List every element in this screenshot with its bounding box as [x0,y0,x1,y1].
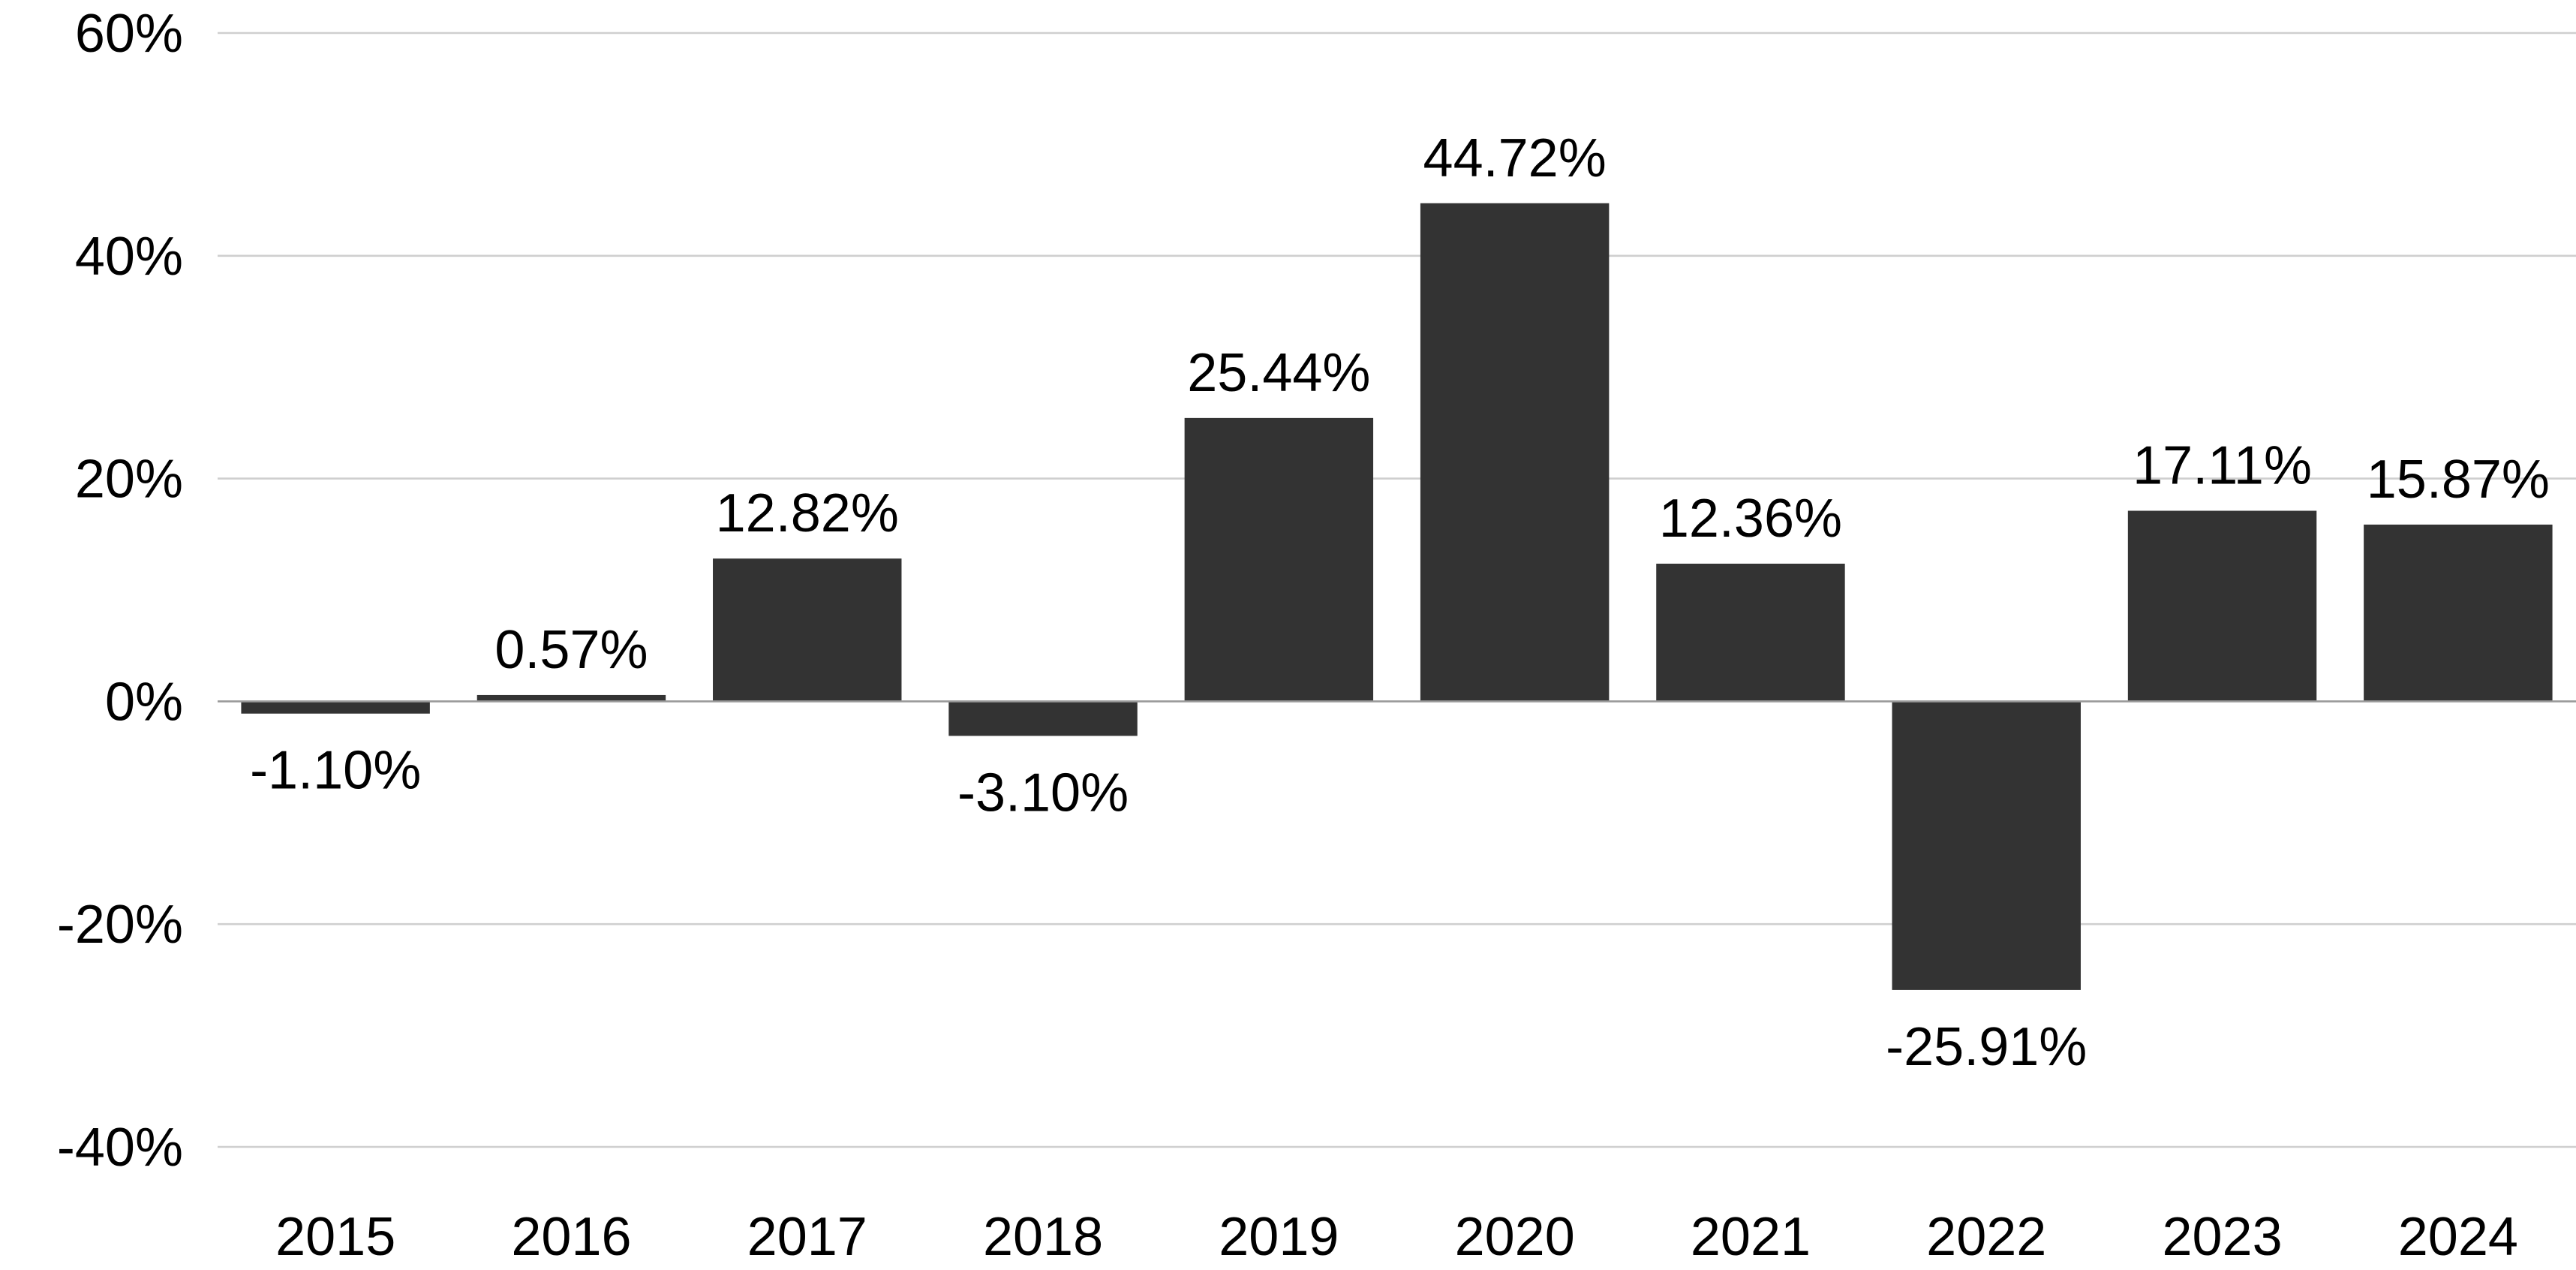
x-axis-tick-labels: 2015 2016 2017 2018 2019 2020 2021 2022 2023 2024 [275,1207,2518,1267]
y-tick-label: 0% [105,672,183,732]
x-tick-label: 2021 [1691,1207,1811,1267]
data-label: -3.10% [957,763,1129,823]
x-tick-label: 2020 [1455,1207,1575,1267]
y-tick-label: -40% [57,1118,183,1178]
x-tick-label: 2019 [1219,1207,1339,1267]
data-label: 25.44% [1187,343,1370,403]
bar [713,558,902,702]
x-tick-label: 2015 [275,1207,395,1267]
bar [1184,417,1374,702]
y-tick-label: 20% [75,450,183,510]
data-label: 12.36% [1659,489,1842,549]
data-label: -1.10% [250,741,421,801]
data-label: 15.87% [2367,450,2550,510]
data-label: 44.72% [1423,128,1607,188]
bar [2127,510,2317,702]
data-label: 0.57% [494,620,648,680]
data-label: 17.11% [2133,435,2312,495]
y-tick-label: -20% [57,895,183,955]
x-tick-label: 2017 [747,1207,867,1267]
data-label: -25.91% [1886,1017,2087,1077]
gridlines [218,32,2576,1148]
bar [948,701,1138,736]
x-tick-label: 2024 [2398,1207,2518,1267]
x-tick-label: 2016 [511,1207,631,1267]
bar [1892,701,2081,990]
y-axis-tick-labels: -40% -20% 0% 20% 40% 60% [57,4,183,1178]
bar [476,694,666,702]
data-label: 12.82% [716,483,899,543]
bar [241,701,430,714]
bar [1420,203,1610,702]
bar [2364,524,2553,702]
x-tick-label: 2023 [2162,1207,2282,1267]
bars [241,203,2553,990]
x-tick-label: 2022 [1926,1207,2046,1267]
x-tick-label: 2018 [983,1207,1103,1267]
y-tick-label: 60% [75,4,183,64]
data-labels: -1.10% 0.57% 12.82% -3.10% 25.44% 44.72% 12.36… [250,128,2550,1077]
bar [1656,563,1845,702]
y-tick-label: 40% [75,227,183,287]
